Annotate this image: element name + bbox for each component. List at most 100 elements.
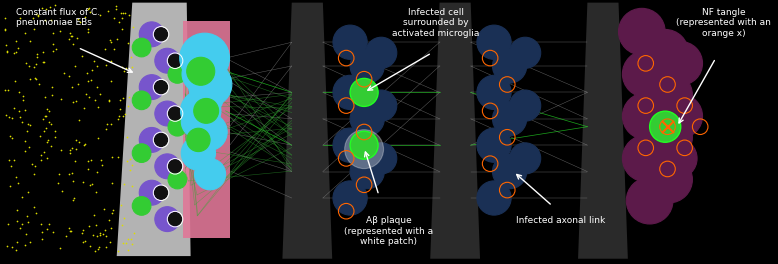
Point xyxy=(106,180,118,185)
Ellipse shape xyxy=(492,49,527,83)
Point xyxy=(41,138,54,142)
Point xyxy=(72,82,84,86)
Point xyxy=(86,233,99,238)
Point xyxy=(70,147,82,152)
Ellipse shape xyxy=(646,72,692,118)
Point xyxy=(100,126,112,131)
Point xyxy=(46,84,58,89)
Point xyxy=(100,63,113,68)
Point xyxy=(23,145,35,149)
Ellipse shape xyxy=(168,107,181,120)
Point xyxy=(65,171,78,175)
Ellipse shape xyxy=(622,51,669,97)
Point xyxy=(33,81,45,86)
Ellipse shape xyxy=(155,154,180,179)
Point xyxy=(37,117,49,121)
Point xyxy=(19,30,31,35)
Point xyxy=(65,146,78,150)
Ellipse shape xyxy=(350,78,378,106)
Point xyxy=(33,134,46,138)
Point xyxy=(90,85,103,89)
Point xyxy=(45,144,58,148)
Point xyxy=(77,240,89,244)
Point xyxy=(0,16,11,20)
Point xyxy=(84,182,96,187)
Point xyxy=(69,64,82,68)
Point xyxy=(82,167,94,171)
Point xyxy=(110,37,123,41)
Point xyxy=(47,30,60,35)
Point xyxy=(66,178,79,183)
Point xyxy=(58,71,71,75)
Point xyxy=(21,214,33,218)
Point xyxy=(118,112,131,116)
Point xyxy=(115,203,128,207)
Point xyxy=(82,30,94,34)
Point xyxy=(81,7,93,11)
Point xyxy=(74,20,86,24)
Point xyxy=(2,115,15,119)
Ellipse shape xyxy=(477,75,511,110)
Point xyxy=(126,25,138,30)
Ellipse shape xyxy=(180,33,230,83)
Ellipse shape xyxy=(181,104,216,139)
Point xyxy=(35,158,47,162)
Polygon shape xyxy=(282,3,332,259)
Point xyxy=(106,211,118,215)
Point xyxy=(14,115,26,119)
Point xyxy=(30,62,42,67)
Point xyxy=(118,182,131,186)
Ellipse shape xyxy=(168,170,187,189)
Point xyxy=(121,237,134,242)
Point xyxy=(82,27,94,31)
Point xyxy=(126,242,138,246)
Point xyxy=(113,20,125,25)
Point xyxy=(90,64,103,68)
Point xyxy=(104,59,117,63)
Point xyxy=(4,134,16,138)
Point xyxy=(120,66,132,70)
Text: Constant flux of C.
pneumoniae EBs: Constant flux of C. pneumoniae EBs xyxy=(16,8,100,27)
Point xyxy=(27,16,40,20)
Point xyxy=(13,109,26,113)
Point xyxy=(44,5,56,9)
Ellipse shape xyxy=(189,81,223,115)
Point xyxy=(104,38,117,43)
Point xyxy=(38,60,51,64)
Point xyxy=(116,223,128,227)
Ellipse shape xyxy=(510,37,541,68)
Ellipse shape xyxy=(366,37,397,68)
Point xyxy=(82,158,94,163)
Ellipse shape xyxy=(477,128,511,162)
Point xyxy=(35,237,47,241)
Ellipse shape xyxy=(139,22,164,47)
Point xyxy=(0,27,11,31)
Point xyxy=(32,13,44,17)
Point xyxy=(83,10,96,14)
Point xyxy=(30,52,43,56)
Point xyxy=(38,150,51,154)
Point xyxy=(93,245,106,249)
Point xyxy=(124,157,136,161)
Point xyxy=(13,226,26,230)
Point xyxy=(94,92,107,96)
Point xyxy=(83,224,96,228)
Point xyxy=(13,15,26,20)
Ellipse shape xyxy=(190,113,227,151)
Point xyxy=(117,69,130,73)
Point xyxy=(24,123,37,128)
Point xyxy=(111,249,124,253)
Point xyxy=(5,164,17,168)
Point xyxy=(89,248,101,253)
Ellipse shape xyxy=(194,98,219,123)
Point xyxy=(27,205,40,209)
Point xyxy=(91,105,103,109)
Point xyxy=(16,222,28,226)
Point xyxy=(104,79,117,83)
Point xyxy=(34,222,47,227)
Ellipse shape xyxy=(139,180,164,205)
Point xyxy=(98,228,110,232)
Ellipse shape xyxy=(492,102,527,136)
Point xyxy=(28,172,40,176)
Ellipse shape xyxy=(168,160,181,173)
